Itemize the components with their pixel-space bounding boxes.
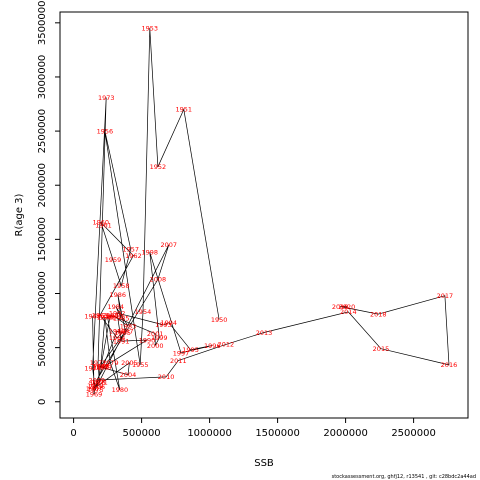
y-tick-label: 3000000 <box>37 55 48 100</box>
x-tick-label: 2500000 <box>391 428 436 439</box>
y-tick-label: 1500000 <box>37 217 48 262</box>
x-tick-label: 1000000 <box>187 428 232 439</box>
year-label: 2014 <box>340 308 357 316</box>
year-label: 1995 <box>182 346 199 354</box>
y-axis: 0 500000 1000000 1500000 2000000 2500000 30000… <box>37 1 60 405</box>
year-label: 1982 <box>106 313 123 321</box>
footer-note: stockassessment.org, ghfj12, r13541 , gi… <box>332 474 476 480</box>
year-label: 1977 <box>93 362 110 370</box>
year-label: 1969 <box>86 390 103 398</box>
year-label: 2006 <box>88 383 105 391</box>
year-label: 2011 <box>170 357 187 365</box>
y-tick-label: 2000000 <box>37 163 48 208</box>
year-label: 1955 <box>132 361 149 369</box>
year-label: 1972 <box>90 359 107 367</box>
year-label: 1998 <box>141 249 158 257</box>
year-label: 1988 <box>93 362 110 370</box>
year-label: 1994 <box>161 319 178 327</box>
year-label: 1978 <box>97 314 114 322</box>
year-label: 1965 <box>114 329 131 337</box>
year-label: 1991 <box>113 337 130 345</box>
year-label: 1996 <box>204 342 221 350</box>
year-label: 1967 <box>86 385 103 393</box>
year-label: 2002 <box>102 311 119 319</box>
year-labels: 1950 1951 1952 1953 1954 1955 1956 1957 1958 1959… <box>84 25 457 399</box>
year-label: 1985 <box>113 315 130 323</box>
year-label: 1952 <box>150 163 167 171</box>
year-label: 2008 <box>150 276 167 284</box>
year-label: 1973 <box>98 94 115 102</box>
y-tick-label: 3500000 <box>37 1 48 46</box>
year-label: 2016 <box>441 361 458 369</box>
year-label: 1961 <box>95 222 112 230</box>
year-label: 2003 <box>93 363 110 371</box>
year-label: 1964 <box>109 334 126 342</box>
x-axis-title: SSB <box>254 458 274 469</box>
plot-frame <box>59 11 469 419</box>
year-label: 1981 <box>99 314 116 322</box>
year-label: 1979 <box>102 359 119 367</box>
x-tick-label: 500000 <box>123 428 161 439</box>
y-tick-label: 500000 <box>37 329 48 367</box>
year-label: 1971 <box>91 379 108 387</box>
x-axis: 0 500000 1000000 1500000 2000000 2500000 <box>70 418 436 439</box>
year-label: 2013 <box>256 329 273 337</box>
year-label: 1974 <box>84 364 101 372</box>
year-label: 1984 <box>107 303 124 311</box>
y-tick-label: 0 <box>37 399 48 405</box>
year-label: 2005 <box>121 359 138 367</box>
year-label: 2020 <box>339 303 356 311</box>
year-label: 1950 <box>211 316 228 324</box>
year-label: 1983 <box>120 322 137 330</box>
year-label: 2017 <box>437 292 454 300</box>
year-label: 1958 <box>113 282 130 290</box>
year-label: 1986 <box>110 291 127 299</box>
year-label: 2012 <box>218 341 235 349</box>
year-label: 1966 <box>109 328 126 336</box>
year-label: 1953 <box>141 25 158 33</box>
year-label: 1993 <box>155 321 172 329</box>
year-label: 1959 <box>105 256 122 264</box>
year-label: 1989 <box>95 363 112 371</box>
year-label: 1956 <box>97 127 114 135</box>
year-label: 2018 <box>370 310 387 318</box>
year-label: 2010 <box>158 373 175 381</box>
year-label: 1990 <box>139 336 156 344</box>
year-label: 1962 <box>125 252 142 260</box>
year-label: 1976 <box>89 379 106 387</box>
year-label: 1968 <box>84 313 101 321</box>
y-tick-label: 2500000 <box>37 109 48 154</box>
year-label: 1999 <box>151 334 168 342</box>
y-axis-title: R(age 3) <box>14 193 25 236</box>
year-label: 1951 <box>175 106 192 114</box>
year-label: 1997 <box>173 349 190 357</box>
x-tick-label: 0 <box>70 428 76 439</box>
year-label: 2007 <box>161 241 178 249</box>
y-tick-label: 1000000 <box>37 271 48 316</box>
year-label: 1987 <box>117 328 134 336</box>
year-label: 1963 <box>92 311 109 319</box>
year-label: 2015 <box>373 345 390 353</box>
year-label: 1960 <box>93 218 110 226</box>
year-label: 1970 <box>87 382 104 390</box>
x-tick-label: 2000000 <box>323 428 368 439</box>
year-label: 2019 <box>332 303 349 311</box>
year-label: 1954 <box>135 308 152 316</box>
x-tick-label: 1500000 <box>255 428 300 439</box>
year-label: 1980 <box>112 386 129 394</box>
year-label: 1975 <box>87 386 104 394</box>
year-label: 2009 <box>88 376 105 384</box>
year-label: 2000 <box>147 342 164 350</box>
year-label: 1957 <box>122 245 139 253</box>
year-label: 2004 <box>120 371 137 379</box>
year-label: 1992 <box>109 309 126 317</box>
year-label: 2001 <box>147 330 164 338</box>
recruitment-trajectory-line <box>92 28 450 395</box>
